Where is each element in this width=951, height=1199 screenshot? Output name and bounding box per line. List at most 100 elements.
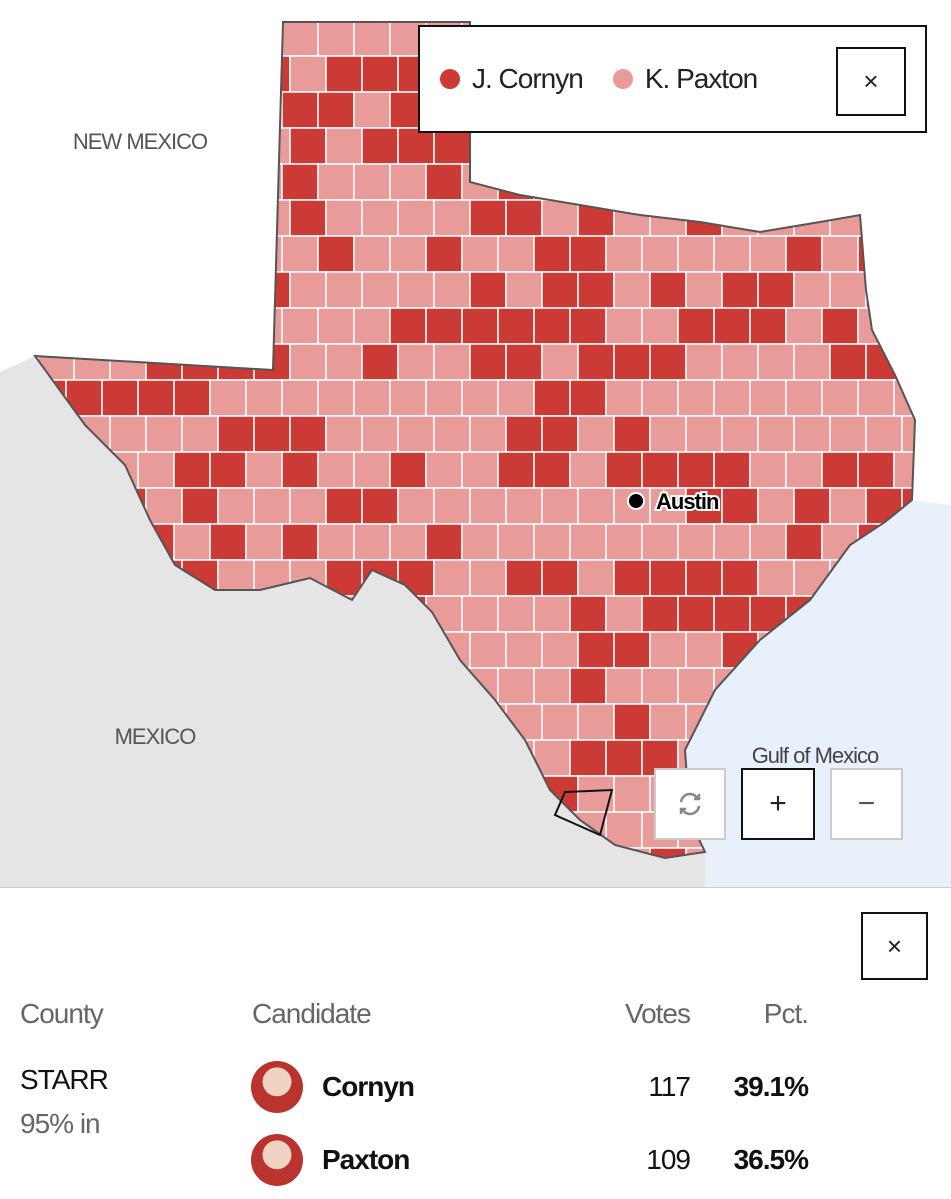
county (281, 22, 319, 57)
county (605, 235, 643, 273)
county (613, 631, 651, 669)
county (317, 523, 355, 561)
county (757, 559, 795, 597)
county (433, 559, 471, 597)
county (605, 739, 643, 777)
county (541, 271, 579, 309)
region-label: Gulf of Mexico (752, 743, 879, 768)
county (497, 307, 535, 345)
county (533, 667, 571, 705)
county (685, 343, 723, 381)
county (397, 199, 435, 237)
county (821, 451, 859, 489)
county (469, 487, 507, 525)
county (281, 91, 319, 129)
county (577, 775, 615, 813)
county (757, 343, 795, 381)
county (325, 199, 363, 237)
county (641, 523, 679, 561)
region-label: MEXICO (115, 724, 197, 749)
county (389, 451, 427, 489)
county (433, 271, 471, 309)
county (425, 307, 463, 345)
county (577, 703, 615, 741)
county (433, 487, 471, 525)
county (173, 523, 211, 561)
county (541, 415, 579, 453)
county (685, 415, 723, 453)
percent: 39.1% (733, 1071, 809, 1102)
county (497, 451, 535, 489)
county (577, 559, 615, 597)
county (577, 343, 615, 381)
county (245, 523, 283, 561)
selected-county (553, 788, 614, 837)
county (353, 163, 391, 201)
county (397, 271, 435, 309)
county (569, 307, 607, 345)
county (721, 271, 759, 309)
candidate-photo (251, 1061, 303, 1113)
county (173, 379, 211, 417)
county (317, 235, 355, 273)
column-header: County (20, 998, 104, 1029)
county (245, 451, 283, 489)
county (181, 487, 219, 525)
county (749, 379, 787, 417)
county (793, 271, 831, 309)
county (353, 22, 391, 57)
county (289, 487, 327, 525)
county (433, 127, 471, 165)
county (353, 523, 391, 561)
county (721, 343, 759, 381)
county (389, 379, 427, 417)
county (145, 415, 183, 453)
county (109, 415, 147, 453)
county (649, 415, 687, 453)
county (605, 523, 643, 561)
legend-items: J. Cornyn K. Paxton (440, 27, 758, 131)
county (317, 91, 355, 129)
county (289, 271, 327, 309)
county (533, 235, 571, 273)
county (325, 271, 363, 309)
legend-label: K. Paxton (644, 63, 758, 94)
county (577, 415, 615, 453)
county (749, 523, 787, 561)
county (469, 415, 507, 453)
county (389, 307, 427, 345)
county (785, 523, 823, 561)
reset-button[interactable] (654, 768, 726, 840)
county (901, 415, 915, 453)
county (353, 235, 391, 273)
county (245, 379, 283, 417)
legend-swatch (440, 69, 460, 89)
county (533, 307, 571, 345)
county (425, 379, 463, 417)
county (361, 127, 399, 165)
county (685, 271, 723, 309)
county (281, 163, 319, 201)
county (209, 379, 247, 417)
county (569, 523, 607, 561)
county (433, 199, 471, 237)
county (605, 307, 643, 345)
county (613, 343, 651, 381)
county (829, 343, 867, 381)
county (289, 199, 327, 237)
county (217, 487, 255, 525)
county (497, 595, 535, 633)
close-button[interactable]: × (861, 912, 928, 980)
county (325, 55, 363, 93)
county (173, 451, 211, 489)
percent: 36.5% (733, 1144, 809, 1175)
zoom-in-button[interactable]: + (741, 768, 815, 840)
close-button[interactable]: × (836, 47, 906, 116)
county (821, 307, 859, 345)
county (641, 451, 679, 489)
legend-item: K. Paxton (612, 63, 758, 95)
zoom-out-button[interactable]: − (830, 768, 903, 840)
county (721, 487, 759, 525)
county (541, 487, 579, 525)
county (577, 271, 615, 309)
